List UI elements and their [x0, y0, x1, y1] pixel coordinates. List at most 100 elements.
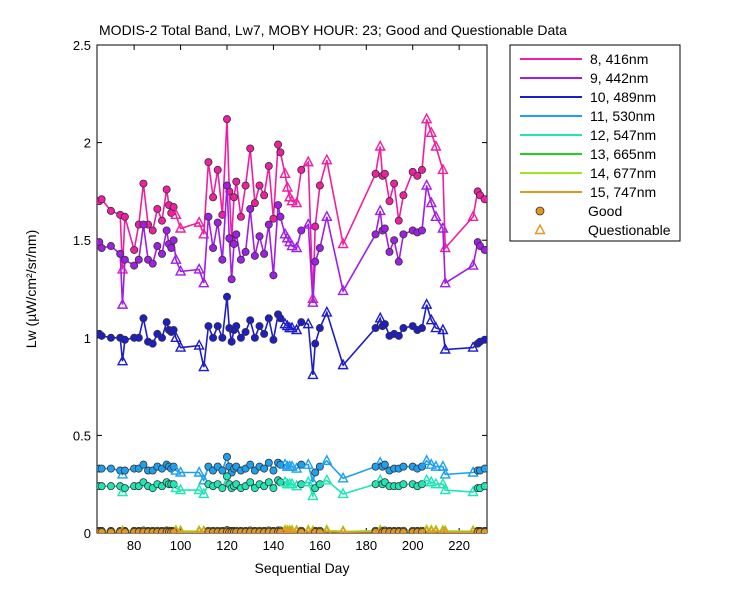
good-point	[120, 466, 129, 475]
good-point	[222, 292, 231, 301]
good-point	[232, 177, 241, 186]
good-point	[169, 325, 178, 334]
questionable-point	[437, 477, 449, 489]
good-point	[269, 484, 278, 493]
questionable-point	[337, 237, 349, 249]
questionable-point	[420, 454, 433, 465]
good-point	[204, 212, 213, 221]
good-point	[148, 226, 157, 235]
good-point	[162, 185, 171, 194]
x-tick-label: 120	[216, 538, 238, 553]
questionable-point	[302, 155, 314, 167]
good-point	[276, 314, 285, 323]
questionable-point	[339, 525, 347, 533]
good-point	[106, 206, 115, 215]
series-2	[97, 292, 487, 380]
good-point	[218, 255, 227, 264]
good-point	[227, 337, 236, 346]
questionable-point	[437, 221, 449, 233]
questionable-point	[193, 216, 205, 227]
questionable-point	[337, 358, 349, 370]
good-point	[148, 259, 157, 268]
questionable-point	[286, 194, 298, 206]
questionable-point	[279, 458, 291, 469]
questionable-point	[321, 305, 333, 317]
good-point	[227, 275, 236, 284]
questionable-point	[116, 354, 129, 366]
good-point	[213, 218, 222, 227]
questionable-point	[322, 525, 331, 533]
good-point	[120, 255, 129, 264]
questionable-point	[198, 360, 210, 372]
good-point	[394, 257, 403, 266]
good-point	[232, 230, 241, 239]
questionable-point	[430, 140, 442, 151]
good-point	[120, 335, 129, 344]
good-point	[399, 230, 408, 239]
good-point	[120, 484, 129, 493]
good-point	[153, 242, 162, 251]
good-point	[209, 193, 218, 202]
good-point	[130, 245, 139, 254]
questionable-point	[174, 483, 187, 495]
questionable-point	[302, 317, 314, 329]
questionable-point	[170, 253, 182, 264]
legend-label: Good	[588, 203, 622, 219]
good-point	[236, 255, 245, 264]
questionable-point	[198, 227, 210, 239]
good-point	[139, 460, 148, 469]
good-point	[276, 212, 285, 221]
questionable-point	[302, 458, 314, 469]
questionable-point	[290, 196, 303, 208]
good-point	[236, 212, 245, 221]
good-point	[380, 320, 389, 329]
good-point	[222, 472, 231, 481]
y-tick-label: 0	[84, 526, 91, 541]
good-point	[480, 464, 487, 473]
good-point	[97, 464, 106, 473]
questionable-point	[321, 210, 333, 221]
legend-label: 10, 489nm	[590, 89, 656, 105]
good-point	[264, 162, 273, 171]
questionable-point	[176, 525, 185, 533]
good-point	[371, 169, 380, 178]
questionable-point	[307, 296, 319, 307]
good-point	[311, 339, 320, 348]
good-point	[162, 226, 171, 235]
questionable-point	[170, 208, 182, 220]
good-point	[130, 261, 139, 270]
good-point	[241, 327, 250, 336]
good-point	[106, 482, 115, 491]
good-point	[241, 181, 250, 190]
good-point	[157, 333, 166, 342]
good-point	[264, 458, 273, 467]
x-tick-label: 140	[263, 538, 285, 553]
good-point	[264, 220, 273, 229]
questionable-point	[193, 465, 205, 477]
good-point	[255, 232, 264, 241]
good-point	[380, 169, 389, 178]
good-point	[97, 482, 106, 491]
good-point	[413, 171, 422, 180]
legend-label: 11, 530nm	[590, 108, 655, 124]
good-point	[157, 249, 166, 258]
good-point	[399, 528, 408, 533]
good-point	[276, 148, 285, 157]
questionable-point	[437, 163, 449, 175]
x-axis-title: Sequential Day	[255, 560, 350, 576]
x-tick-label: 100	[170, 538, 192, 553]
questionable-point	[290, 323, 303, 335]
questionable-point	[170, 464, 182, 475]
y-axis: 0 0.5 1 1.5 2 2.5	[73, 38, 487, 541]
questionable-point	[198, 276, 210, 288]
questionable-point	[286, 239, 298, 251]
good-point	[106, 333, 115, 342]
good-point	[250, 199, 259, 208]
good-point	[371, 230, 380, 239]
good-point	[250, 251, 259, 260]
questionable-point	[321, 473, 333, 485]
good-point	[148, 339, 157, 348]
questionable-point	[439, 467, 451, 479]
good-point	[213, 322, 222, 331]
questionable-point	[337, 487, 349, 499]
